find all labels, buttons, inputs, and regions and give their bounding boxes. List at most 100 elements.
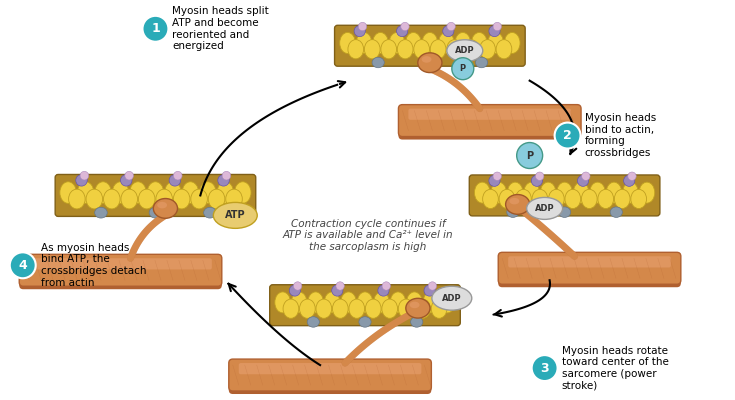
Ellipse shape — [581, 189, 597, 208]
Ellipse shape — [121, 174, 132, 186]
Ellipse shape — [491, 182, 506, 203]
Circle shape — [493, 22, 501, 31]
Ellipse shape — [432, 286, 472, 310]
FancyBboxPatch shape — [229, 362, 431, 394]
Ellipse shape — [154, 198, 177, 218]
Ellipse shape — [422, 32, 438, 54]
Text: 4: 4 — [18, 259, 27, 272]
Ellipse shape — [77, 182, 94, 203]
Circle shape — [447, 22, 455, 31]
FancyBboxPatch shape — [270, 285, 460, 326]
Ellipse shape — [381, 40, 397, 59]
Ellipse shape — [489, 175, 500, 186]
Circle shape — [493, 172, 501, 180]
Ellipse shape — [504, 32, 520, 54]
Ellipse shape — [290, 285, 301, 296]
Text: Myosin heads rotate
toward center of the
sarcomere (power
stroke): Myosin heads rotate toward center of the… — [562, 346, 668, 390]
Ellipse shape — [471, 32, 487, 54]
Ellipse shape — [129, 182, 146, 203]
FancyBboxPatch shape — [498, 252, 681, 284]
FancyBboxPatch shape — [55, 174, 256, 216]
Circle shape — [555, 122, 581, 148]
Ellipse shape — [422, 56, 431, 63]
Ellipse shape — [489, 26, 500, 37]
Ellipse shape — [452, 58, 474, 80]
Ellipse shape — [447, 40, 483, 62]
Ellipse shape — [324, 292, 340, 313]
FancyBboxPatch shape — [409, 109, 571, 120]
Ellipse shape — [397, 26, 408, 37]
Ellipse shape — [208, 189, 225, 209]
Ellipse shape — [60, 182, 76, 203]
Ellipse shape — [411, 317, 423, 327]
Ellipse shape — [365, 299, 381, 318]
Circle shape — [382, 282, 390, 290]
Ellipse shape — [496, 40, 512, 59]
FancyBboxPatch shape — [398, 105, 581, 136]
Ellipse shape — [157, 202, 167, 208]
Ellipse shape — [483, 189, 498, 208]
Ellipse shape — [365, 40, 380, 59]
Ellipse shape — [191, 189, 207, 209]
Ellipse shape — [415, 299, 431, 318]
Circle shape — [628, 172, 637, 180]
Circle shape — [401, 22, 409, 31]
Ellipse shape — [606, 182, 622, 203]
Ellipse shape — [300, 299, 315, 318]
Circle shape — [10, 252, 36, 278]
Circle shape — [359, 22, 367, 31]
Ellipse shape — [623, 182, 638, 203]
Ellipse shape — [506, 194, 530, 214]
Ellipse shape — [121, 189, 137, 209]
Ellipse shape — [532, 189, 548, 208]
Ellipse shape — [430, 40, 446, 59]
Ellipse shape — [373, 32, 388, 54]
Ellipse shape — [356, 32, 372, 54]
Ellipse shape — [476, 57, 487, 68]
Text: Contraction cycle continues if
ATP is available and Ca²⁺ level in
the sarcoplasm: Contraction cycle continues if ATP is av… — [283, 219, 453, 252]
Ellipse shape — [507, 182, 523, 203]
Ellipse shape — [226, 189, 243, 209]
Ellipse shape — [631, 189, 647, 208]
Text: ADP: ADP — [455, 46, 475, 55]
Ellipse shape — [548, 189, 564, 208]
Circle shape — [336, 282, 344, 290]
Ellipse shape — [409, 302, 420, 308]
Ellipse shape — [112, 182, 129, 203]
Text: Myosin heads
bind to actin,
forming
crossbridges: Myosin heads bind to actin, forming cros… — [584, 113, 656, 158]
Ellipse shape — [332, 299, 348, 318]
Text: 1: 1 — [151, 22, 159, 35]
Ellipse shape — [423, 292, 439, 313]
Ellipse shape — [447, 40, 462, 59]
Ellipse shape — [474, 182, 490, 203]
Ellipse shape — [488, 32, 503, 54]
Ellipse shape — [308, 292, 323, 313]
Ellipse shape — [589, 182, 606, 203]
Text: 3: 3 — [540, 362, 549, 374]
Circle shape — [125, 171, 134, 180]
Ellipse shape — [417, 53, 442, 72]
Ellipse shape — [515, 189, 531, 208]
Ellipse shape — [291, 292, 307, 313]
Text: As myosin heads
bind ATP, the
crossbridges detach
from actin: As myosin heads bind ATP, the crossbridg… — [40, 243, 146, 288]
Ellipse shape — [398, 299, 414, 318]
Ellipse shape — [200, 182, 216, 203]
Ellipse shape — [431, 299, 447, 318]
Ellipse shape — [316, 299, 331, 318]
Ellipse shape — [439, 32, 454, 54]
Ellipse shape — [165, 182, 182, 203]
Ellipse shape — [68, 189, 85, 209]
Text: P: P — [526, 150, 533, 160]
Ellipse shape — [340, 32, 356, 54]
Circle shape — [80, 171, 89, 180]
Ellipse shape — [598, 189, 614, 208]
Circle shape — [293, 282, 302, 290]
Ellipse shape — [406, 292, 422, 313]
Ellipse shape — [509, 198, 520, 204]
Ellipse shape — [527, 198, 562, 219]
Ellipse shape — [556, 182, 573, 203]
Circle shape — [581, 172, 590, 180]
Ellipse shape — [331, 285, 343, 296]
Ellipse shape — [499, 189, 514, 208]
Ellipse shape — [506, 207, 519, 218]
